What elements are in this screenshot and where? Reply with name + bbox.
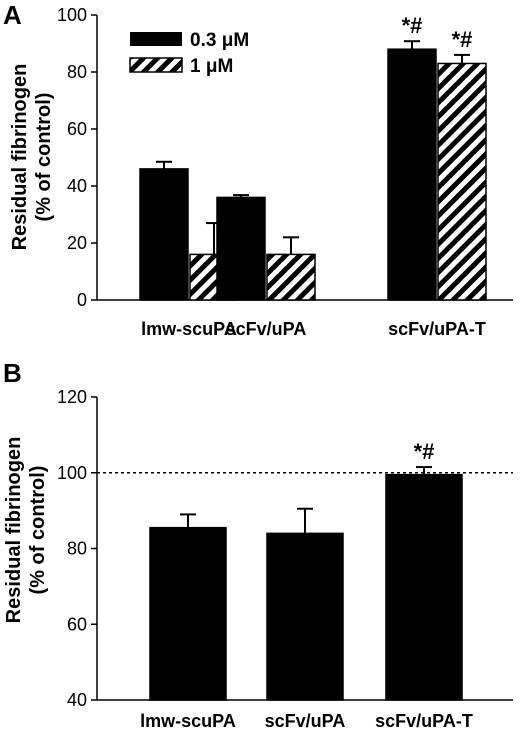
y-tick-label: 60: [67, 119, 87, 139]
category-label-1: scFv/uPA: [226, 319, 307, 339]
significance-marker: *#: [452, 27, 473, 52]
bar-scFv/uPA-T-0.3 μM: [387, 48, 437, 301]
bar-scFv/uPA-1 μM: [266, 253, 316, 301]
panel-a-letter: A: [3, 0, 22, 30]
category-label-2: scFv/uPA-T: [375, 711, 473, 730]
panel-b-ylabel-line1: Residual fibrinogen: [3, 437, 25, 624]
y-tick-label: 80: [67, 62, 87, 82]
legend-swatch-solid: [130, 32, 182, 46]
category-label-1: scFv/uPA: [265, 711, 346, 730]
panel-b-ylabel-line2: (% of control): [27, 466, 49, 595]
y-tick-label: 100: [57, 463, 87, 483]
y-tick-label: 100: [57, 5, 87, 25]
category-label-0: lmw-scuPA: [141, 319, 237, 339]
bar-scFv/uPA-series: [266, 532, 344, 701]
legend-label-0: 0.3 μM: [190, 30, 249, 51]
category-label-0: lmw-scuPA: [140, 711, 236, 730]
bar-scFv/uPA-T-1 μM: [437, 62, 487, 301]
significance-marker: *#: [414, 439, 435, 464]
panel-b: B Residual fibrinogen (% of control) 40 6…: [3, 358, 513, 730]
bar-scFv/uPA-T-series: [385, 473, 463, 701]
bar-lmw-scuPA-series: [149, 526, 227, 701]
panel-a-ylabel-line2: (% of control): [33, 93, 55, 222]
y-tick-label: 60: [67, 614, 87, 634]
panel-a-ylabel-line1: Residual fibrinogen: [9, 64, 31, 251]
legend-label-1: 1 μM: [190, 56, 233, 77]
panel-b-plot: 40 60 80 100 120 lmw-scuPA scFv/uPA *# scFv/uPA-…: [57, 387, 513, 730]
y-tick-label: 0: [77, 290, 87, 310]
panel-a-legend: 0.3 μM 1 μM: [129, 30, 249, 77]
y-tick-label: 40: [67, 690, 87, 710]
y-tick-label: 80: [67, 539, 87, 559]
panel-a: A Residual fibrinogen (% of control) 0 20…: [3, 0, 513, 339]
y-tick-label: 40: [67, 176, 87, 196]
significance-marker: *#: [402, 13, 423, 38]
y-tick-label: 20: [67, 233, 87, 253]
panel-b-letter: B: [3, 358, 22, 388]
bar-scFv/uPA-0.3 μM: [216, 196, 266, 301]
bar-lmw-scuPA-0.3 μM: [139, 168, 189, 301]
y-tick-label: 120: [57, 387, 87, 407]
legend-swatch-hatched: [129, 57, 183, 73]
category-label-2: scFv/uPA-T: [388, 319, 486, 339]
